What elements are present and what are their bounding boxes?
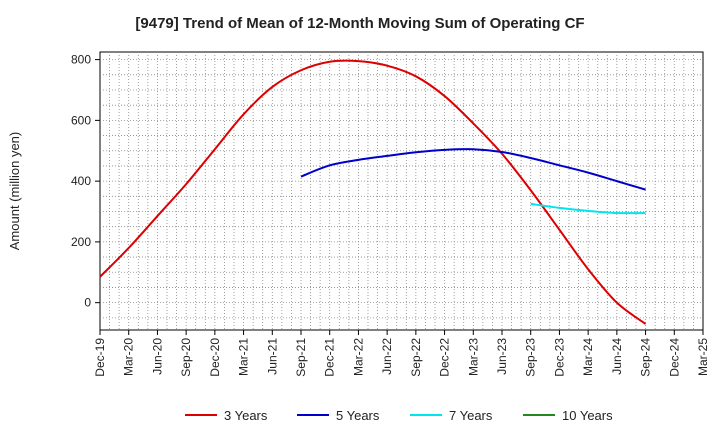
- x-tick-label: Mar-20: [122, 338, 136, 376]
- x-tick-label: Jun-20: [150, 338, 164, 375]
- series-line-3-years: [99, 59, 647, 325]
- x-tick-label: Jun-22: [380, 338, 394, 375]
- x-tick-label: Dec-24: [667, 338, 681, 377]
- legend-label: 5 Years: [336, 408, 380, 423]
- legend: 3 Years 5 Years 7 Years 10 Years: [185, 408, 613, 423]
- series-line-5-years: [300, 148, 646, 191]
- x-tick-label: Mar-24: [581, 338, 595, 376]
- x-tick-label: Sep-20: [179, 338, 193, 377]
- x-tick-label: Dec-21: [323, 338, 337, 377]
- x-tick-label: Sep-21: [294, 338, 308, 377]
- y-tick-label: 200: [71, 235, 91, 249]
- y-tick-label: 600: [71, 113, 91, 127]
- legend-label: 7 Years: [449, 408, 493, 423]
- x-tick-label: Dec-20: [208, 338, 222, 377]
- grid-lines: [100, 52, 703, 330]
- x-axis-ticks: Dec-19 Mar-20 Jun-20 Sep-20 Dec-20 Mar-21 Jun-…: [93, 330, 710, 377]
- y-axis-label: Amount (million yen): [7, 132, 22, 251]
- y-tick-label: 800: [71, 53, 91, 67]
- series-line-7-years: [530, 202, 646, 215]
- x-tick-label: Mar-23: [466, 338, 480, 376]
- x-tick-label: Dec-19: [93, 338, 107, 377]
- y-tick-label: 0: [84, 296, 91, 310]
- plot-area: [99, 51, 704, 331]
- x-tick-label: Sep-24: [639, 338, 653, 377]
- x-tick-label: Jun-23: [495, 338, 509, 375]
- x-tick-label: Dec-22: [438, 338, 452, 377]
- x-tick-label: Jun-24: [610, 338, 624, 375]
- y-tick-label: 400: [71, 174, 91, 188]
- legend-label: 3 Years: [224, 408, 268, 423]
- legend-label: 10 Years: [562, 408, 613, 423]
- x-tick-label: Sep-22: [409, 338, 423, 377]
- x-tick-label: Mar-21: [237, 338, 251, 376]
- x-tick-label: Dec-23: [552, 338, 566, 377]
- x-tick-label: Jun-21: [265, 338, 279, 375]
- x-tick-label: Sep-23: [524, 338, 538, 377]
- series-layer: [99, 59, 647, 325]
- x-tick-label: Mar-22: [351, 338, 365, 376]
- x-tick-label: Mar-25: [696, 338, 710, 376]
- y-axis-ticks: 0 200 400 600 800: [71, 53, 100, 310]
- chart-title: [9479] Trend of Mean of 12-Month Moving …: [135, 15, 584, 32]
